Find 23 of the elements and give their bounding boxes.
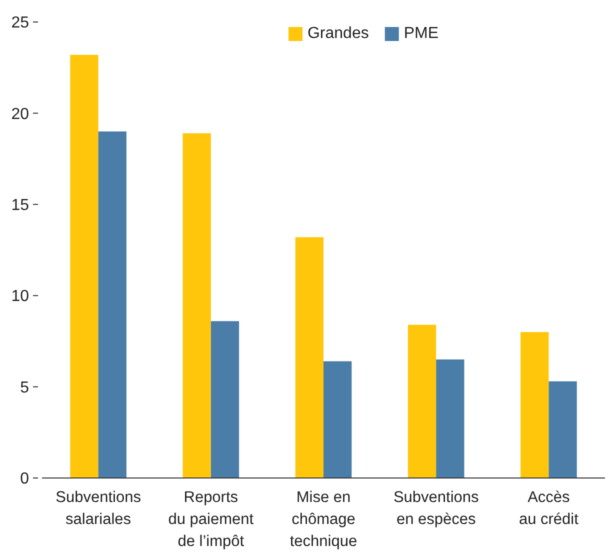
x-tick-label: Subventions en espèces [393, 489, 480, 528]
x-tick-label: Reports du paiement de l’impôt [168, 489, 254, 550]
bar [295, 237, 324, 478]
bar [182, 133, 211, 478]
legend-label: Grandes [307, 25, 369, 42]
bar [436, 359, 464, 478]
y-tick-label: 5 [20, 379, 30, 396]
y-tick-label: 25 [11, 14, 30, 32]
y-tick-label: 10 [11, 288, 30, 306]
bar [70, 54, 98, 478]
bar [98, 131, 126, 478]
x-tick-label: Mise en chômage technique [290, 489, 358, 550]
bar [210, 321, 240, 478]
y-tick-label: 0 [20, 470, 30, 488]
legend-label: PME [404, 25, 439, 42]
bar [520, 332, 549, 478]
y-tick-label: 20 [11, 106, 30, 123]
y-tick-label: 15 [11, 197, 30, 214]
bar [548, 381, 577, 478]
bar [324, 361, 352, 478]
x-tick-label: Accès au crédit [518, 489, 580, 528]
bar [408, 324, 436, 478]
x-tick-label: Subventions salariales [56, 489, 142, 528]
